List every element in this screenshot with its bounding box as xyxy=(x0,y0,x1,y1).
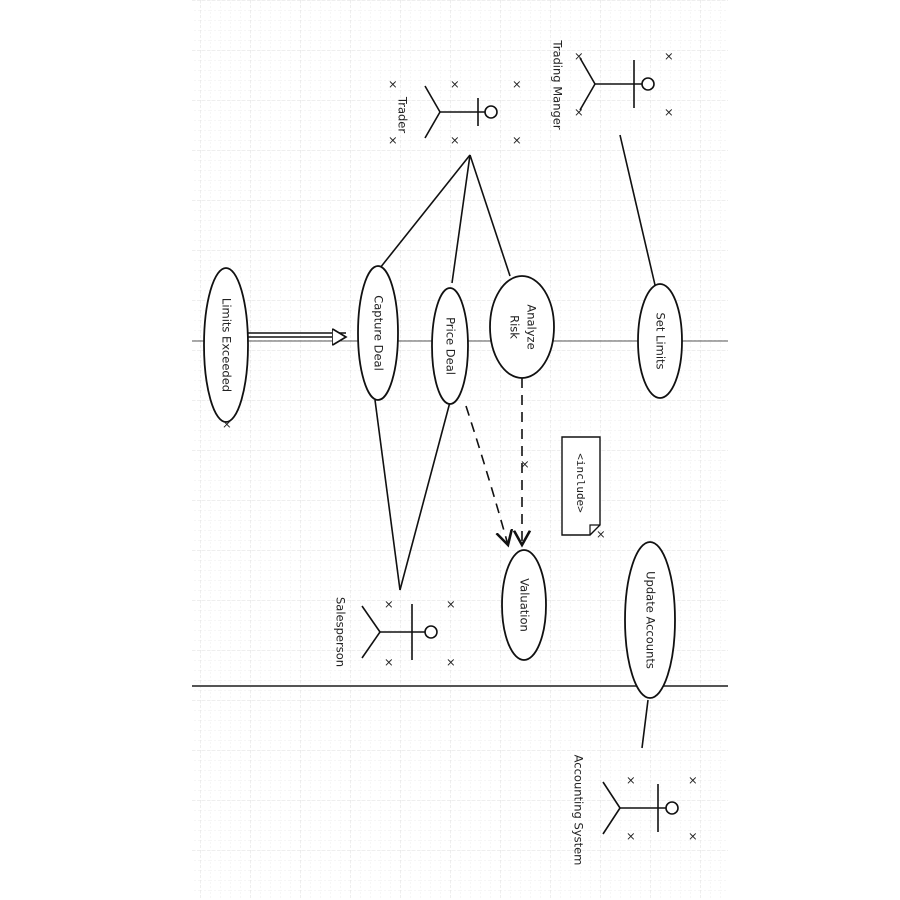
include-note[interactable]: <include> xyxy=(561,436,601,536)
svg-text:×: × xyxy=(388,133,398,147)
association-lines xyxy=(374,134,656,749)
svg-text:×: × xyxy=(596,527,606,541)
svg-text:×: × xyxy=(222,417,232,431)
include-note-text: <include> xyxy=(574,453,587,513)
selection-handles: × × × × × × × × × × × × × × × × × × × × × xyxy=(222,49,698,843)
accounting-system-stick-figure-icon xyxy=(602,781,679,835)
salesperson-price-deal-line xyxy=(399,401,451,591)
actor-trading-manager[interactable] xyxy=(579,57,655,111)
svg-text:×: × xyxy=(446,597,456,611)
trading-manager-stick-figure-icon xyxy=(579,57,655,111)
price-deal-label: Price Deal xyxy=(444,317,458,375)
svg-text:×: × xyxy=(520,457,530,471)
svg-text:×: × xyxy=(664,49,674,63)
svg-text:×: × xyxy=(688,829,698,843)
use-case-set-limits[interactable] xyxy=(637,283,683,399)
analyze-risk-label-line2: Risk xyxy=(508,315,522,339)
salesperson-label: Salesperson xyxy=(334,597,348,667)
salesperson-stick-figure-icon xyxy=(361,604,438,660)
svg-text:×: × xyxy=(512,133,522,147)
use-case-valuation[interactable] xyxy=(501,549,547,661)
use-cases xyxy=(203,265,683,699)
svg-text:×: × xyxy=(450,77,460,91)
accounting-update-accounts-line xyxy=(641,699,649,749)
svg-text:×: × xyxy=(450,133,460,147)
svg-text:×: × xyxy=(574,49,584,63)
svg-text:×: × xyxy=(512,77,522,91)
actor-trader[interactable] xyxy=(424,85,498,139)
limits-exceeded-label: Limits Exceeded xyxy=(220,298,234,392)
valuation-label: Valuation xyxy=(518,578,532,632)
svg-text:×: × xyxy=(626,773,636,787)
svg-text:×: × xyxy=(384,655,394,669)
use-case-capture-deal[interactable] xyxy=(357,265,399,401)
price-deal-valuation-include-arrow xyxy=(465,405,508,545)
actor-salesperson[interactable] xyxy=(361,604,438,660)
use-case-update-accounts[interactable] xyxy=(624,541,676,699)
include-arrows xyxy=(465,378,522,545)
actor-accounting-system[interactable] xyxy=(602,781,679,835)
trader-capture-deal-line xyxy=(379,154,471,269)
trader-analyze-risk-line xyxy=(469,154,511,277)
salesperson-capture-deal-line xyxy=(374,399,401,591)
trading-manager-label: Trading Manger xyxy=(551,39,565,129)
analyze-risk-label-line1: Analyze xyxy=(525,304,539,349)
grid-background xyxy=(192,0,728,900)
use-case-price-deal[interactable] xyxy=(431,287,469,405)
use-case-analyze-risk[interactable] xyxy=(489,275,555,379)
update-accounts-label: Update Accounts xyxy=(644,571,658,669)
svg-text:×: × xyxy=(446,655,456,669)
svg-text:×: × xyxy=(626,829,636,843)
capture-deal-label: Capture Deal xyxy=(372,295,386,371)
use-case-limits-exceeded[interactable] xyxy=(203,267,249,423)
svg-text:×: × xyxy=(574,105,584,119)
svg-text:×: × xyxy=(688,773,698,787)
svg-text:×: × xyxy=(384,597,394,611)
accounting-system-label: Accounting System xyxy=(572,755,586,866)
set-limits-label: Set Limits xyxy=(654,312,668,369)
trading-manager-set-limits-line xyxy=(619,134,656,286)
trader-stick-figure-icon xyxy=(424,85,498,139)
trader-price-deal-line xyxy=(451,154,471,284)
svg-text:×: × xyxy=(664,105,674,119)
extends-arrow xyxy=(248,333,346,337)
trader-label: Trader xyxy=(396,96,410,133)
svg-text:×: × xyxy=(388,77,398,91)
